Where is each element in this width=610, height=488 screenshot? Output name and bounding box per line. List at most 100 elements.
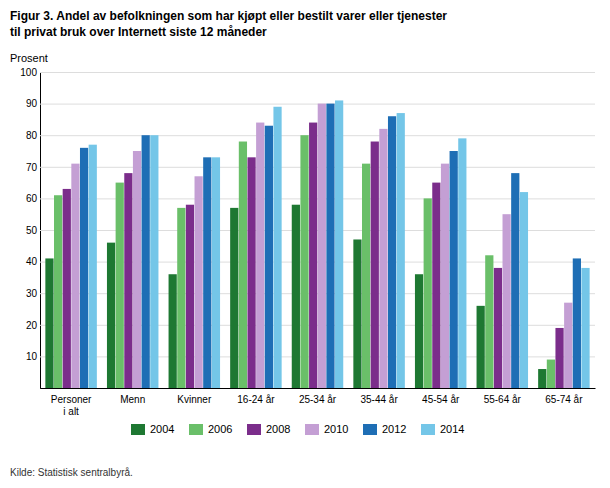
bar xyxy=(71,164,79,388)
bar xyxy=(353,239,361,388)
x-tick-label: 25-34 år xyxy=(299,394,337,405)
bar xyxy=(379,129,387,388)
bar xyxy=(564,303,572,388)
bar-series xyxy=(63,123,564,388)
bar xyxy=(547,360,555,388)
y-tick-label: 100 xyxy=(20,67,37,78)
x-tick: 16-24 år xyxy=(237,394,275,405)
bar xyxy=(581,268,589,388)
legend-label: 2014 xyxy=(440,423,464,435)
y-tick: 90 xyxy=(26,98,595,109)
bar xyxy=(432,183,440,388)
bar xyxy=(265,126,273,388)
legend-item: 2014 xyxy=(421,423,464,435)
bar xyxy=(300,135,308,388)
bar xyxy=(292,205,300,388)
y-tick-label: 90 xyxy=(26,98,38,109)
bar xyxy=(450,151,458,388)
legend-swatch xyxy=(247,424,261,435)
bar xyxy=(124,173,132,388)
bar xyxy=(573,258,581,388)
bar xyxy=(169,274,177,388)
x-tick: Kvinner xyxy=(177,394,212,405)
legend-item: 2012 xyxy=(363,423,406,435)
x-tick-label: Personeri alt xyxy=(51,394,92,417)
bar xyxy=(511,173,519,388)
legend-swatch xyxy=(189,424,203,435)
bar xyxy=(80,148,88,388)
y-tick-label: 20 xyxy=(26,320,38,331)
bar-series xyxy=(54,135,555,388)
bar xyxy=(150,135,158,388)
legend-item: 2006 xyxy=(189,423,232,435)
bar xyxy=(186,205,194,388)
x-tick-label: 45-54 år xyxy=(422,394,460,405)
y-axis-line xyxy=(41,73,596,389)
bar xyxy=(555,328,563,388)
bar xyxy=(441,164,449,388)
bar xyxy=(424,198,432,388)
legend-swatch xyxy=(131,424,145,435)
legend-label: 2012 xyxy=(382,423,406,435)
legend: 2004 2006 2008 2010 2012 2014 xyxy=(131,423,464,435)
subtitle: til privat bruk over Internett siste 12 … xyxy=(10,25,267,39)
chart: Figur 3. Andel av befolkningen som har k… xyxy=(0,0,610,488)
legend-item: 2010 xyxy=(305,423,348,435)
x-tick: 45-54 år xyxy=(422,394,460,405)
x-tick: 25-34 år xyxy=(299,394,337,405)
bar xyxy=(362,164,370,388)
y-tick-label: 50 xyxy=(26,225,38,236)
x-tick: 55-64 år xyxy=(484,394,522,405)
x-tick: 65-74 år xyxy=(545,394,583,405)
bar xyxy=(494,268,502,388)
bar xyxy=(45,258,53,388)
bar xyxy=(335,100,343,388)
plot: Prosent102030405060708090100Personeri al… xyxy=(10,52,596,417)
bar xyxy=(538,369,546,388)
bar xyxy=(230,208,238,388)
bar xyxy=(212,157,220,388)
x-tick: 35-44 år xyxy=(360,394,398,405)
x-axis-line xyxy=(41,388,596,389)
y-tick-label: 30 xyxy=(26,288,38,299)
bar xyxy=(485,255,493,388)
y-axis-label: Prosent xyxy=(10,52,48,64)
x-tick-label: 35-44 år xyxy=(360,394,398,405)
bar xyxy=(388,116,396,388)
bar xyxy=(195,176,203,388)
y-tick-label: 80 xyxy=(26,130,38,141)
bar xyxy=(203,157,211,388)
bar-series xyxy=(89,100,590,388)
bar xyxy=(107,243,115,388)
grid-line xyxy=(40,72,595,73)
bar-series xyxy=(80,104,581,388)
bar-series xyxy=(71,104,572,388)
x-tick-label: 55-64 år xyxy=(484,394,522,405)
bar xyxy=(247,157,255,388)
grid-line xyxy=(40,167,595,168)
bars xyxy=(45,100,589,388)
bar xyxy=(397,113,405,388)
annotation: Kilde: Statistisk sentralbyrå. xyxy=(10,467,133,478)
y-tick-label: 60 xyxy=(26,193,38,204)
bar xyxy=(318,104,326,388)
legend-label: 2004 xyxy=(150,423,174,435)
bar xyxy=(520,192,528,388)
y-tick: 100 xyxy=(20,67,595,78)
legend-label: 2006 xyxy=(208,423,232,435)
bar xyxy=(477,306,485,388)
y-tick-label: 40 xyxy=(26,256,38,267)
x-tick-label: 16-24 år xyxy=(237,394,275,405)
bar xyxy=(309,123,317,388)
bar xyxy=(142,135,150,388)
bar xyxy=(371,142,379,388)
grid-line xyxy=(40,104,595,105)
x-axis: Personeri alt Menn Kvinner 16-24 år 25-34 år… xyxy=(41,389,596,417)
legend-item: 2008 xyxy=(247,423,290,435)
bar xyxy=(273,107,281,388)
bar xyxy=(256,123,264,388)
bar xyxy=(89,145,97,388)
bar xyxy=(63,189,71,388)
x-tick-label: Menn xyxy=(120,394,145,405)
bar xyxy=(116,183,124,388)
